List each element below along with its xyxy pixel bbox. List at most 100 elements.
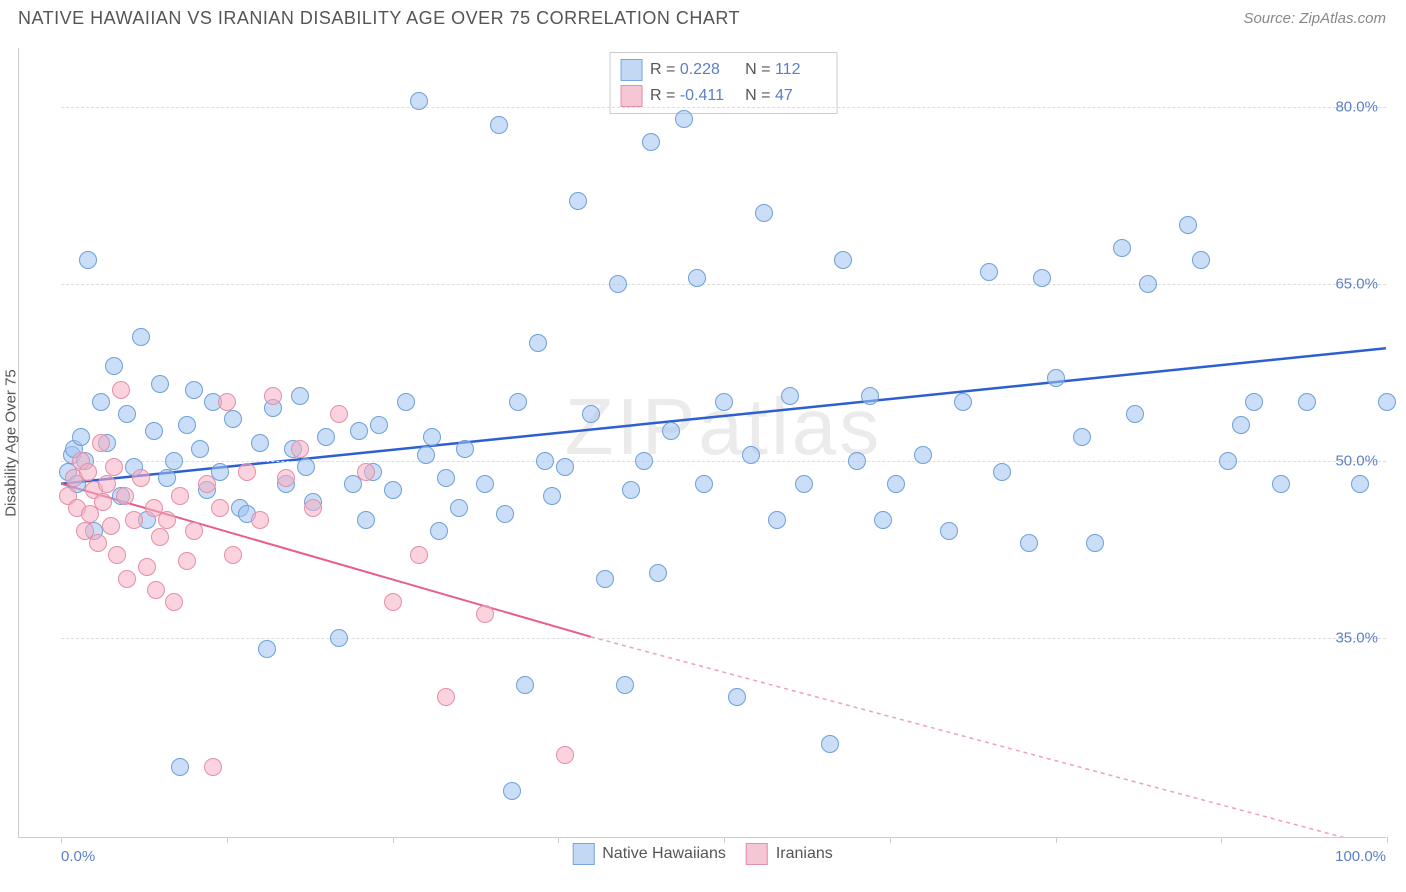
data-point [887, 475, 905, 493]
data-point [105, 458, 123, 476]
data-point [238, 463, 256, 481]
data-point [417, 446, 435, 464]
data-point [151, 375, 169, 393]
data-point [92, 393, 110, 411]
data-point [476, 605, 494, 623]
x-tick [227, 837, 228, 843]
data-point [556, 746, 574, 764]
x-tick [1056, 837, 1057, 843]
legend-stat: R = 0.228 N = 112 [650, 61, 827, 79]
data-point [423, 428, 441, 446]
data-point [112, 381, 130, 399]
data-point [397, 393, 415, 411]
x-tick [558, 837, 559, 843]
x-tick [61, 837, 62, 843]
data-point [715, 393, 733, 411]
data-point [357, 511, 375, 529]
data-point [914, 446, 932, 464]
data-point [456, 440, 474, 458]
data-point [728, 688, 746, 706]
data-point [662, 422, 680, 440]
y-tick-label: 65.0% [1335, 275, 1378, 292]
data-point [1033, 269, 1051, 287]
data-point [304, 499, 322, 517]
data-point [1219, 452, 1237, 470]
data-point [89, 534, 107, 552]
data-point [980, 263, 998, 281]
y-tick-label: 35.0% [1335, 629, 1378, 646]
data-point [695, 475, 713, 493]
data-point [145, 422, 163, 440]
data-point [151, 528, 169, 546]
y-tick-label: 50.0% [1335, 452, 1378, 469]
data-point [688, 269, 706, 287]
data-point [742, 446, 760, 464]
data-point [993, 463, 1011, 481]
source-attribution: Source: ZipAtlas.com [1243, 10, 1386, 27]
data-point [350, 422, 368, 440]
data-point [72, 428, 90, 446]
chart-title: NATIVE HAWAIIAN VS IRANIAN DISABILITY AG… [18, 8, 740, 29]
data-point [291, 387, 309, 405]
data-point [861, 387, 879, 405]
data-point [1073, 428, 1091, 446]
x-tick [890, 837, 891, 843]
gridline [61, 107, 1386, 108]
data-point [821, 735, 839, 753]
data-point [410, 92, 428, 110]
legend-swatch [746, 843, 768, 865]
data-point [954, 393, 972, 411]
gridline [61, 638, 1386, 639]
data-point [264, 387, 282, 405]
data-point [291, 440, 309, 458]
data-point [251, 434, 269, 452]
data-point [178, 416, 196, 434]
legend-swatch [620, 59, 642, 81]
x-axis-label-max: 100.0% [1335, 848, 1386, 865]
data-point [94, 493, 112, 511]
data-point [1020, 534, 1038, 552]
y-axis-title: Disability Age Over 75 [3, 369, 20, 517]
data-point [1113, 239, 1131, 257]
x-tick [393, 837, 394, 843]
data-point [98, 475, 116, 493]
data-point [1126, 405, 1144, 423]
data-point [218, 393, 236, 411]
x-tick [1387, 837, 1388, 843]
data-point [108, 546, 126, 564]
data-point [516, 676, 534, 694]
data-point [147, 581, 165, 599]
plot-area: ZIPatlas R = 0.228 N = 112R = -0.411 N =… [61, 48, 1386, 837]
data-point [582, 405, 600, 423]
x-axis-label-min: 0.0% [61, 848, 95, 865]
data-point [569, 192, 587, 210]
legend-series-label: Native Hawaiians [602, 845, 726, 863]
data-point [596, 570, 614, 588]
data-point [536, 452, 554, 470]
data-point [79, 463, 97, 481]
gridline [61, 284, 1386, 285]
data-point [781, 387, 799, 405]
data-point [1192, 251, 1210, 269]
data-point [622, 481, 640, 499]
data-point [642, 133, 660, 151]
data-point [204, 758, 222, 776]
data-point [1179, 216, 1197, 234]
data-point [384, 481, 402, 499]
data-point [940, 522, 958, 540]
data-point [768, 511, 786, 529]
data-point [258, 640, 276, 658]
data-point [609, 275, 627, 293]
data-point [132, 328, 150, 346]
data-point [437, 469, 455, 487]
legend-stat: R = -0.411 N = 47 [650, 87, 827, 105]
data-point [430, 522, 448, 540]
data-point [874, 511, 892, 529]
data-point [410, 546, 428, 564]
data-point [138, 558, 156, 576]
data-point [529, 334, 547, 352]
data-point [1298, 393, 1316, 411]
data-point [476, 475, 494, 493]
data-point [330, 629, 348, 647]
data-point [556, 458, 574, 476]
